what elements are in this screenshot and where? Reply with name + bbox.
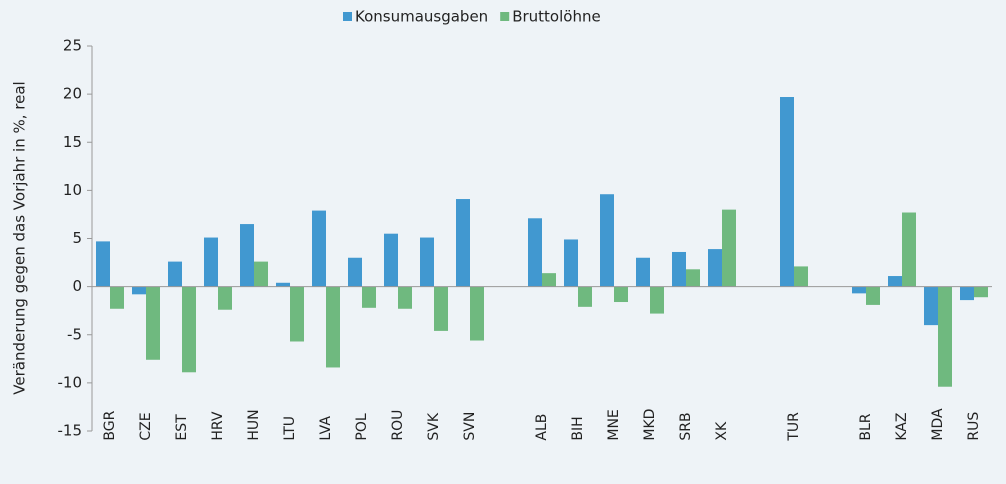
bar [182,286,196,373]
bar [686,269,700,287]
bar [578,286,592,307]
bar [866,286,880,305]
bar [672,251,686,287]
bar [600,194,614,287]
x-tick-label: MKD [642,409,658,441]
bar [902,212,916,287]
x-tick-label: HUN [246,409,262,440]
legend-label: Bruttolöhne [512,8,601,26]
x-tick-label: EST [174,414,190,441]
x-tick-label: SVN [462,412,478,441]
y-tick-label: -15 [58,422,83,440]
bar [168,261,182,287]
y-tick-label: 25 [63,37,82,55]
bar [852,286,866,294]
bar [974,286,988,298]
bar [326,286,340,368]
bar [290,286,304,342]
bar [398,286,412,309]
bar [614,286,628,303]
bar [470,286,484,341]
x-tick-label: MNE [606,409,622,440]
x-tick-label: BGR [102,410,118,440]
bar [924,286,938,326]
bar [218,286,232,310]
x-tick-label: SRB [678,412,694,440]
y-tick-label: -5 [67,325,82,343]
x-tick-label: KAZ [894,413,910,441]
bar [708,249,722,287]
y-tick-label: 20 [63,85,82,103]
bar [420,237,434,287]
bar [564,239,578,287]
legend-swatch [343,12,352,21]
bar [794,266,808,287]
bar [960,286,974,301]
x-tick-label: POL [354,413,370,440]
bar [888,276,902,287]
y-tick-label: 10 [63,181,82,199]
y-axis-title: Veränderung gegen das Vorjahr in %, real [11,81,29,394]
y-tick-label: 0 [72,277,82,295]
x-tick-label: LTU [282,416,298,441]
x-tick-label: ALB [534,414,550,441]
bar [348,257,362,287]
bar [780,97,794,287]
bar [96,241,110,287]
x-tick-label: SVK [426,412,442,440]
bar [528,218,542,287]
x-tick-label: LVA [318,416,334,441]
bar [146,286,160,360]
legend-swatch [500,12,510,21]
y-tick-label: 15 [63,133,82,151]
bar [636,257,650,287]
bar [132,286,146,295]
x-tick-label: MDA [930,408,946,441]
x-tick-label: HRV [210,411,226,440]
x-tick-label: XK [714,421,730,441]
bar [312,210,326,287]
bar [650,286,664,314]
bar [434,286,448,331]
bar [938,286,952,387]
bar [456,199,470,287]
x-tick-label: BIH [570,416,586,440]
bar [204,237,218,287]
bar [542,273,556,287]
bar [722,209,736,287]
bar [240,224,254,287]
y-tick-label: -10 [58,373,83,391]
y-tick-label: 5 [72,229,82,247]
x-tick-label: CZE [138,412,154,440]
bar [362,286,376,308]
x-tick-label: TUR [786,412,802,442]
bar [110,286,124,309]
legend-label: Konsumausgaben [355,8,488,26]
bar [384,233,398,287]
x-tick-label: RUS [966,412,982,441]
bar [254,261,268,287]
bar [276,282,290,287]
x-tick-label: ROU [390,410,406,441]
x-tick-label: BLR [858,413,874,440]
